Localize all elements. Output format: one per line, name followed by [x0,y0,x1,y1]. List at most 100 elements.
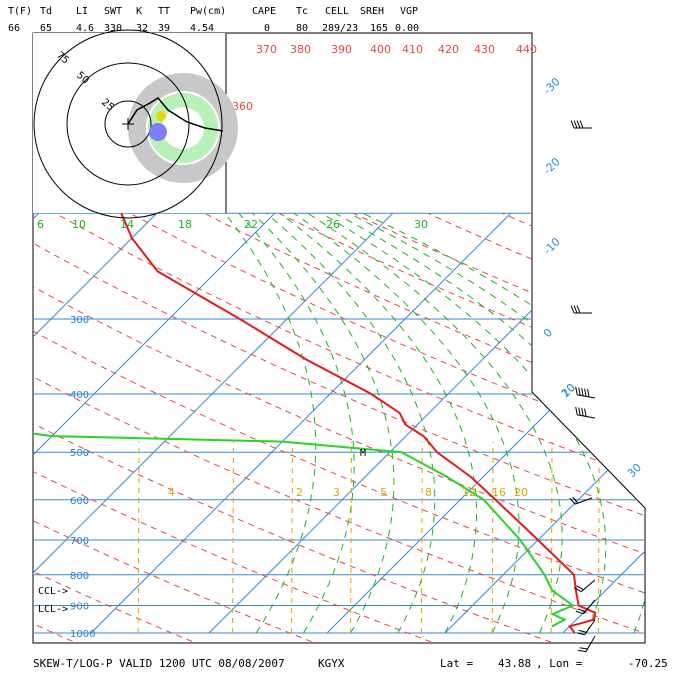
temperature-profile [120,212,597,634]
header-label-tc: Tc [296,6,308,17]
moist-adiabat-label: 18 [178,218,192,231]
header-label-li: LI [76,6,88,17]
wind-barb [570,305,592,314]
dewpoint-profile [33,212,575,628]
mixing-ratio-label: 4 [168,486,175,499]
dry-adiabats [33,212,645,643]
header-label-swt: SWT [104,6,122,17]
hodograph-trace [127,97,224,132]
dry-adiabat-label: 370 [256,43,277,56]
header-value-sreh: 165 [370,23,388,34]
wind-barbs [569,120,596,653]
wind-barb [575,599,596,615]
dry-adiabat [576,212,645,643]
mixing-ratio-label: 5 [380,486,387,499]
moist-adiabat [362,212,645,634]
isotherm-label: 20 [559,381,578,400]
mixing-ratio-label: 16 [492,486,506,499]
isotherm [562,212,645,634]
header-value-cape: 0 [264,23,270,34]
dry-adiabat [33,212,323,643]
dry-adiabat [33,212,645,643]
mixing-ratio-line [491,441,494,633]
pressure-tick-label: 400 [70,390,89,401]
header-value-tc: 80 [296,23,308,34]
mixing-ratio-label: 12 [462,486,476,499]
hodograph-shade-outer [128,73,238,183]
mixing-ratio-line [291,441,293,633]
dry-adiabat-label: 410 [402,43,423,56]
header-label-tt: TT [158,6,170,17]
pressure-tick-label: 1000 [70,629,95,640]
dry-adiabat-label: 430 [474,43,495,56]
dry-adiabat [33,212,645,643]
pressure-tick-label: 700 [70,536,89,547]
wind-barb [576,619,596,636]
isotherm-label: -20 [541,155,563,177]
mixing-ratio-label: 3 [333,486,340,499]
wind-barb [575,386,596,399]
hodograph-inset: 25 50 75 [33,29,238,219]
header-value-tt: 39 [158,23,170,34]
footer-lat-value: 43.88 [498,657,531,670]
isotherm [90,212,512,634]
dry-adiabat-label: 390 [331,43,352,56]
moist-adiabat-label: 22 [244,218,258,231]
mixing-ratio-line [597,441,600,633]
dry-adiabat [427,212,645,643]
dry-adiabat [502,212,645,643]
wind-barb [569,496,593,505]
moist-adiabat [252,212,395,634]
header-value-tf: 66 [8,23,20,34]
mixing-ratio-line [137,441,140,633]
sounding-profiles [33,212,597,634]
pressure-tick-label: 900 [70,602,89,613]
lcl-marker: LCL-> [38,604,68,615]
wind-barb [578,635,596,653]
hodograph-ring-25 [104,100,152,148]
moist-adiabat-label: 14 [120,218,134,231]
moist-adiabats [224,212,645,634]
header-label-vgp: VGP [400,6,418,17]
wind-barb [575,406,596,419]
header-label-cape: CAPE [252,6,276,17]
dry-adiabat [55,212,645,643]
footer-row: SKEW-T/LOG-P VALID 1200 UTC 08/08/2007 K… [33,657,668,670]
dry-adiabat [33,212,203,643]
dry-adiabat [33,212,645,643]
moist-adiabat [224,212,317,634]
header-value-li: 4.6 [76,23,94,34]
moist-adiabat [266,212,436,634]
isotherm-label: 30 [625,461,644,480]
plot-frame [32,32,646,644]
hodograph-storm-motion-dot [149,123,167,141]
mixing-ratio-label: 2 [296,486,303,499]
mixing-ratio-line [420,441,423,633]
moist-adiabat [321,212,607,634]
moist-adiabat [279,212,477,634]
ccl-marker: CCL-> [38,586,68,597]
wind-barb [573,579,596,593]
dry-adiabat [278,212,645,643]
mixing-ratio-label: 20 [514,486,528,499]
isotherm [33,212,276,634]
header-label-pw: Pw(cm) [190,6,226,17]
dry-adiabat [204,212,645,643]
dry-adiabat [129,212,645,643]
isotherm-label: -10 [541,235,563,257]
header-value-k: 32 [136,23,148,34]
pressure-tick-label: 300 [70,315,89,326]
dry-adiabat [33,212,442,643]
header-label-td: Td [40,6,52,17]
dry-adiabat-label: 440 [516,43,537,56]
thermo-grid [33,212,645,643]
header-label-tf: T(F) [8,6,32,17]
mixing-ratio-lines [137,441,600,633]
moist-adiabat-label: 10 [72,218,86,231]
dry-adiabat-label: 360 [232,100,253,113]
m-marker: M [360,448,366,459]
header-label-cell: CELL [325,6,349,17]
footer-lon-label: , Lon = [536,657,583,670]
isotherm [33,212,158,634]
hodograph-ring-75 [33,29,223,219]
